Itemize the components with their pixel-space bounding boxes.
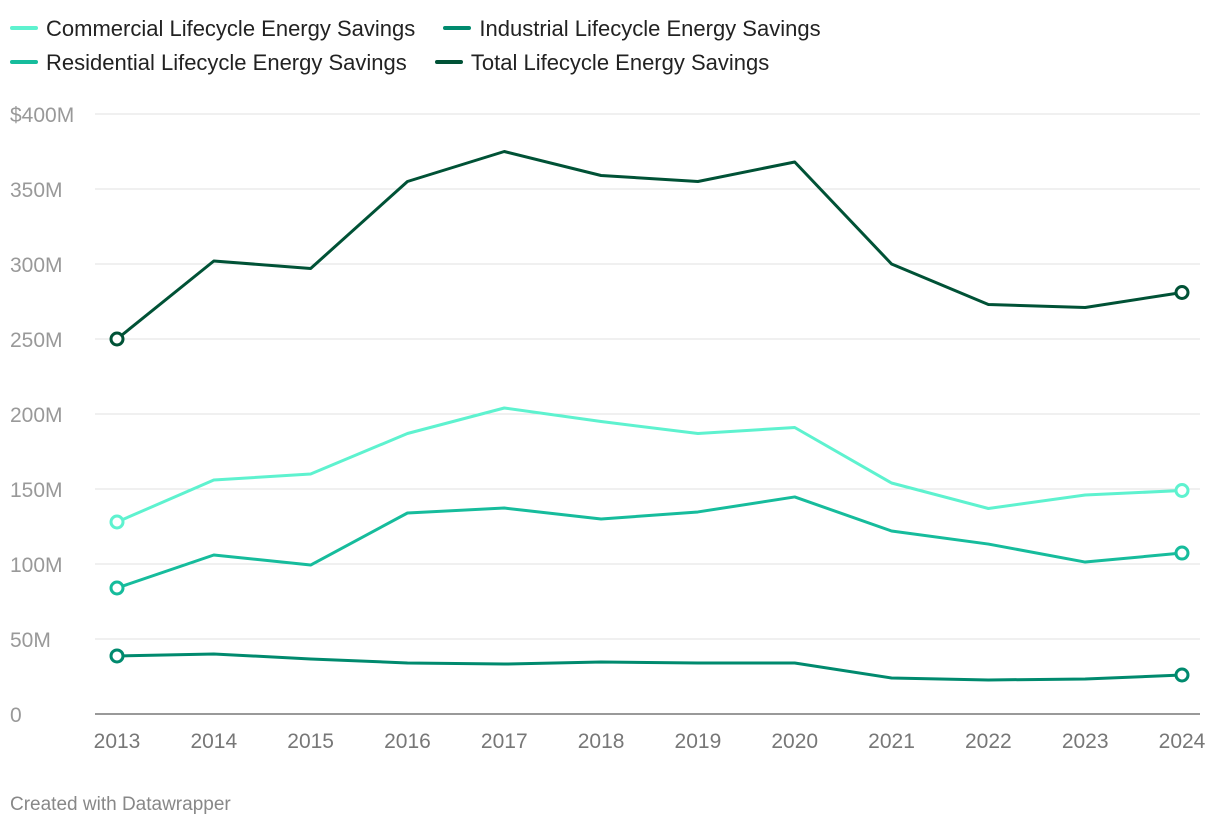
- legend-item-total: Total Lifecycle Energy Savings: [434, 46, 770, 80]
- footer-credit: Created with Datawrapper: [10, 794, 231, 815]
- endpoint-marker: [1174, 483, 1190, 498]
- endpoint-marker: [109, 580, 125, 596]
- series-line: [116, 652, 1183, 682]
- endpoint-marker: [109, 648, 125, 664]
- endpoint-marker: [109, 331, 125, 347]
- chart-legend: Commercial Lifecycle Energy Savings Indu…: [10, 12, 1190, 80]
- endpoint-marker: [1174, 545, 1190, 561]
- x-tick-label: 2018: [578, 730, 625, 753]
- x-tick-label: 2013: [94, 730, 141, 753]
- y-tick-label: 200M: [10, 404, 63, 427]
- legend-swatch: [434, 60, 463, 65]
- y-tick-label: $400M: [10, 104, 74, 127]
- x-tick-label: 2020: [771, 730, 818, 753]
- endpoint-marker: [1174, 667, 1190, 683]
- endpoint-marker: [1174, 285, 1190, 300]
- endpoint-marker: [109, 514, 125, 530]
- x-tick-label: 2022: [965, 730, 1012, 753]
- legend-label: Industrial Lifecycle Energy Savings: [479, 16, 821, 41]
- legend-item-residential: Residential Lifecycle Energy Savings: [10, 46, 407, 80]
- x-tick-label: 2021: [868, 730, 915, 753]
- x-tick-label: 2016: [384, 730, 431, 753]
- x-tick-label: 2023: [1062, 730, 1109, 753]
- y-tick-label: 350M: [10, 179, 63, 202]
- y-tick-label: 0: [10, 704, 22, 727]
- legend-swatch: [10, 60, 38, 65]
- series-line: [116, 495, 1183, 590]
- x-tick-label: 2017: [481, 730, 528, 753]
- legend-item-industrial: Industrial Lifecycle Energy Savings: [443, 12, 821, 46]
- x-tick-label: 2015: [287, 730, 334, 753]
- y-tick-label: 300M: [10, 254, 63, 277]
- y-tick-label: 100M: [10, 554, 63, 577]
- series-line: [116, 150, 1183, 341]
- y-tick-label: 250M: [10, 329, 63, 352]
- x-tick-label: 2024: [1159, 730, 1206, 753]
- legend-label: Commercial Lifecycle Energy Savings: [46, 16, 416, 41]
- x-tick-label: 2019: [675, 730, 722, 753]
- series-line: [116, 406, 1183, 524]
- legend-label: Residential Lifecycle Energy Savings: [46, 50, 407, 75]
- legend-swatch: [10, 26, 38, 31]
- x-tick-label: 2014: [190, 730, 237, 753]
- legend-item-commercial: Commercial Lifecycle Energy Savings: [10, 12, 415, 46]
- legend-label: Total Lifecycle Energy Savings: [470, 50, 770, 75]
- legend-swatch: [443, 26, 472, 31]
- y-tick-label: 150M: [10, 479, 63, 502]
- y-tick-label: 50M: [10, 629, 51, 652]
